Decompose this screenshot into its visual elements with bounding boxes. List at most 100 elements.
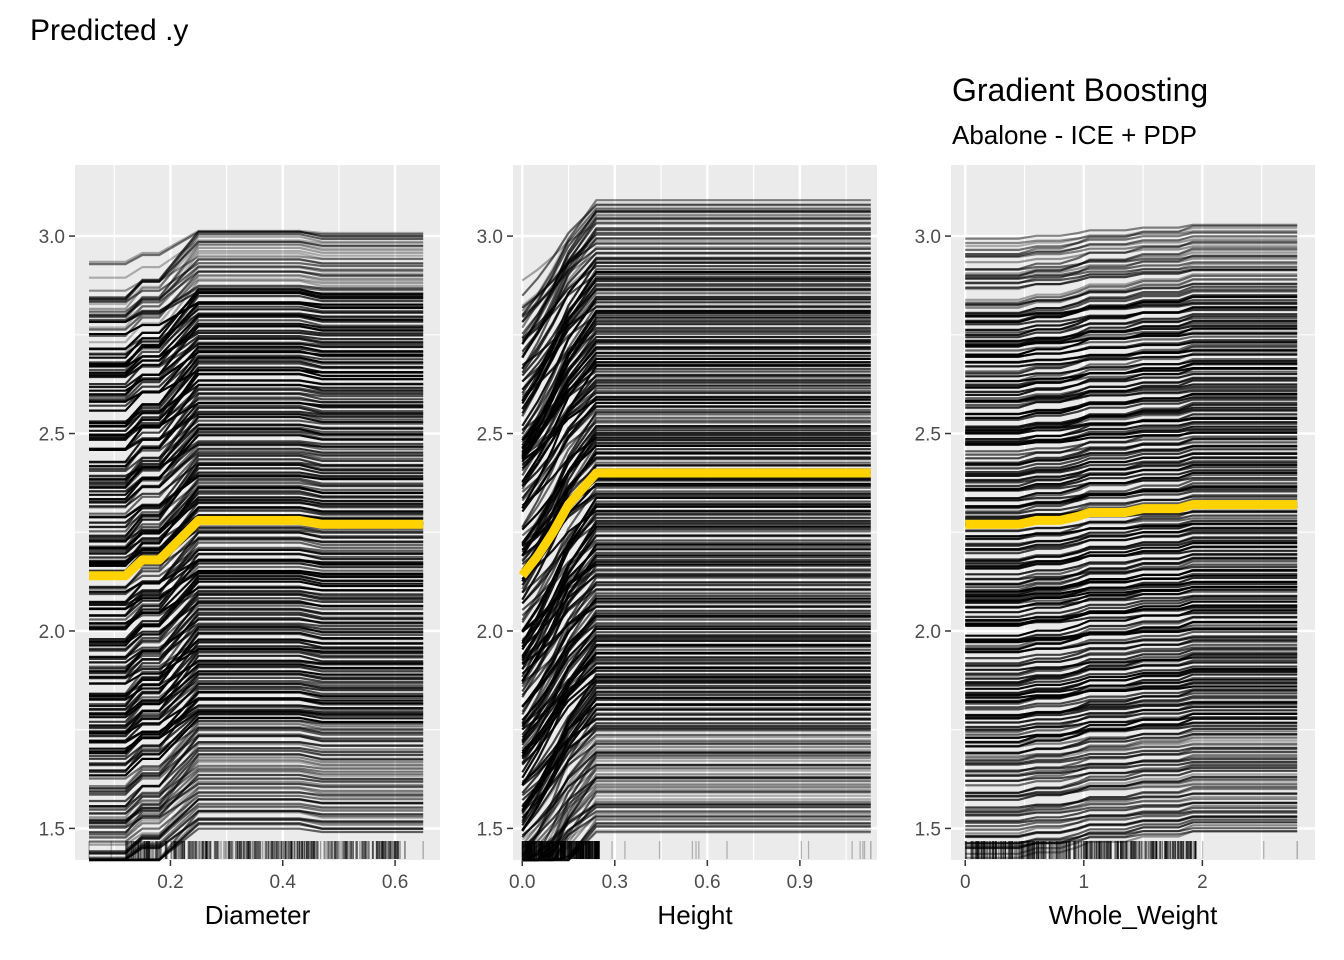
ice-line [965, 230, 1298, 245]
panel-diameter: 1.5 2.0 2.5 3.0 0.2 0.4 0.6 Diameter [39, 165, 440, 930]
ice-line [521, 202, 871, 317]
ice-line [965, 643, 1298, 668]
rug-marks [964, 841, 1298, 859]
ice-line [965, 630, 1298, 654]
ice-line [521, 316, 871, 459]
ice-line [521, 609, 871, 742]
ice-line [89, 593, 424, 661]
ice-line [965, 413, 1298, 443]
ice-line [965, 268, 1298, 284]
ice-line [965, 231, 1298, 251]
ice-line [89, 356, 424, 424]
ice-line [521, 500, 871, 624]
ice-line [89, 458, 424, 539]
ice-line [965, 709, 1298, 729]
ice-line [521, 745, 871, 846]
ice-line [89, 347, 424, 403]
ice-line [965, 469, 1298, 491]
ice-line [521, 503, 871, 648]
ice-line [521, 751, 871, 838]
ice-line [965, 754, 1298, 783]
ice-line [89, 345, 424, 412]
ice-line [965, 290, 1298, 317]
ice-line [89, 649, 424, 727]
ice-line [89, 337, 424, 401]
ice-line [965, 422, 1298, 446]
ice-line [965, 815, 1298, 838]
ice-line [89, 691, 424, 774]
ice-line [89, 392, 424, 471]
ice-line [89, 631, 424, 708]
ice-line [965, 278, 1298, 309]
ice-line [965, 795, 1298, 817]
ice-line [965, 285, 1298, 315]
ice-line [89, 270, 424, 337]
ice-line [521, 256, 871, 374]
ice-line [965, 478, 1298, 510]
ice-line [89, 453, 424, 515]
ice-line [965, 667, 1298, 690]
ice-line [965, 255, 1298, 271]
ice-line [89, 314, 424, 374]
ice-line [521, 413, 871, 529]
ice-line [965, 572, 1298, 597]
ice-line [89, 351, 424, 392]
ice-line [965, 509, 1298, 540]
ice-line [965, 792, 1298, 809]
ice-line [965, 339, 1298, 358]
ice-line [965, 676, 1298, 705]
ice-line [521, 211, 871, 323]
ice-line [521, 594, 871, 742]
ice-line [521, 309, 871, 450]
ice-line [521, 756, 871, 850]
ice-line [965, 797, 1298, 813]
ice-line [521, 769, 871, 841]
ice-line [89, 798, 424, 853]
ice-line [965, 247, 1298, 278]
y-tick-label: 3.0 [915, 227, 941, 248]
ice-line [965, 352, 1298, 383]
ice-line [89, 780, 424, 828]
panel-height: 1.5 2.0 2.5 3.0 0.0 0.3 0.6 0.9 Height [477, 165, 877, 930]
ice-line [89, 258, 424, 317]
ice-line [89, 659, 424, 701]
ice-line [965, 775, 1298, 801]
ice-line [521, 639, 871, 773]
x-tick-label: 0.3 [602, 872, 628, 893]
ice-line [89, 777, 424, 822]
ice-line [89, 641, 424, 715]
ice-line [965, 763, 1298, 787]
ice-line [965, 818, 1298, 845]
ice-line [521, 207, 871, 317]
ice-line [89, 552, 424, 629]
ice-line [965, 556, 1298, 586]
ice-line [89, 770, 424, 839]
ice-line [89, 723, 424, 790]
ice-line [89, 454, 424, 528]
ice-line [965, 262, 1298, 291]
ice-line [89, 647, 424, 711]
ice-line [965, 568, 1298, 596]
ice-line [965, 653, 1298, 684]
ice-line [89, 805, 424, 860]
ice-line [521, 581, 871, 725]
ice-line [965, 654, 1298, 686]
ice-line [521, 673, 871, 824]
ice-line [965, 742, 1298, 762]
ice-line [89, 434, 424, 496]
ice-line [965, 269, 1298, 289]
ice-line [965, 273, 1298, 301]
ice-line [89, 239, 424, 279]
ice-line [89, 746, 424, 803]
ice-line [965, 727, 1298, 755]
x-tick-label: 2 [1197, 872, 1208, 893]
ice-line [521, 221, 871, 346]
ice-line [965, 398, 1298, 421]
ice-line [965, 651, 1298, 677]
ice-line [89, 790, 424, 859]
ice-line [89, 278, 424, 331]
ice-line [965, 669, 1298, 697]
chart-title: Gradient Boosting [952, 72, 1208, 108]
ice-curves [965, 223, 1298, 859]
ice-line [965, 806, 1298, 828]
